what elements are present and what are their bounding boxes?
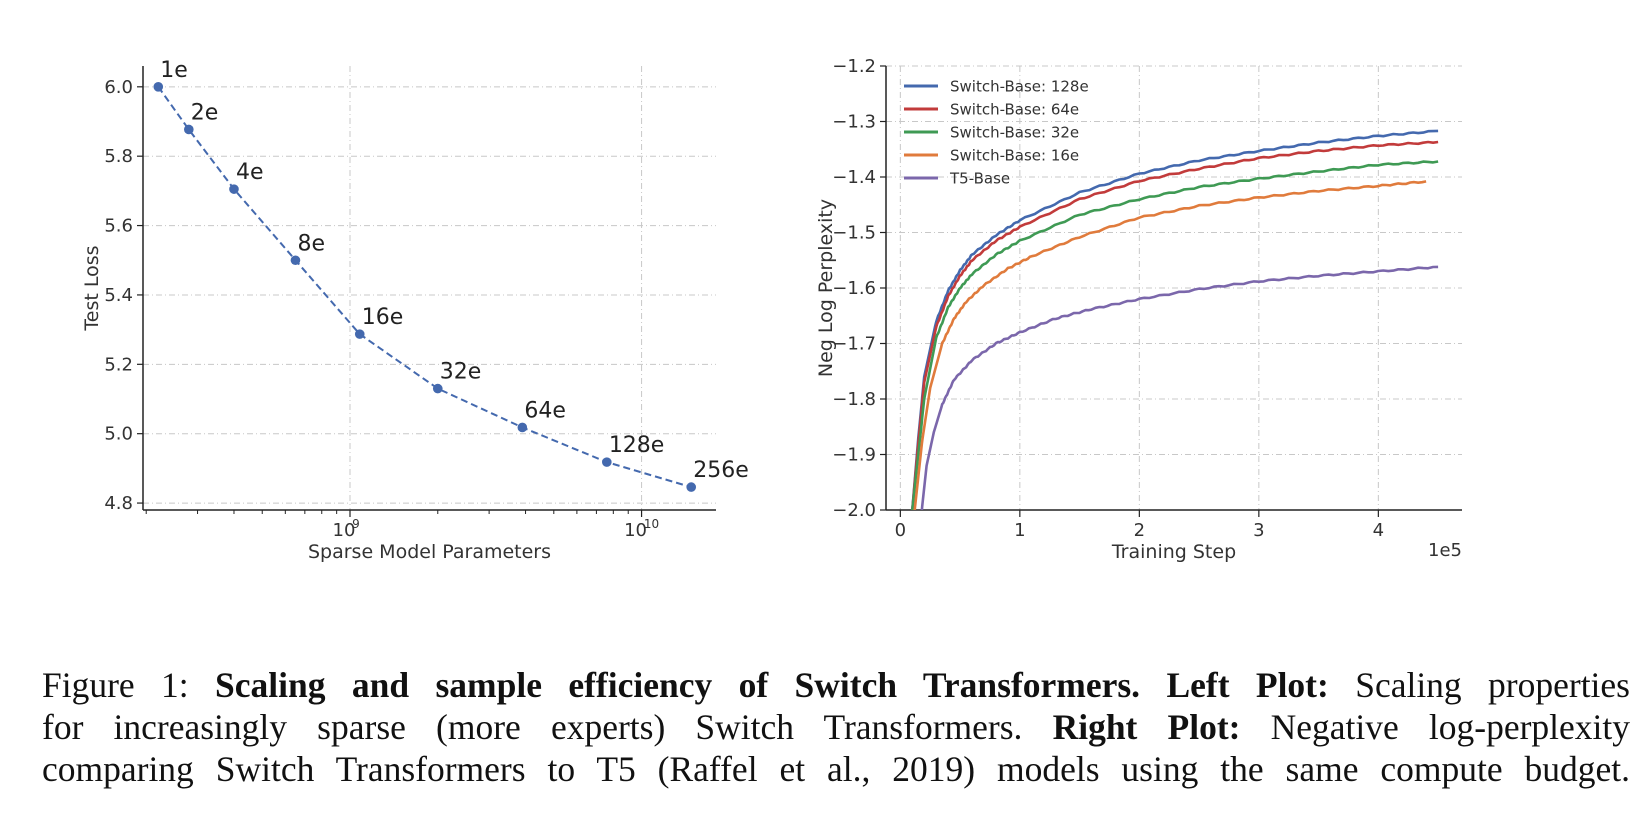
data-point [184,124,194,135]
caption-text: for increasingly sparse (more experts) S… [42,707,1053,747]
x-tick-label: 2 [1134,520,1145,541]
x-tick-label: 10 [624,520,647,541]
series-line [157,86,692,489]
caption-left-plot-label: Left Plot: [1166,665,1329,705]
legend-label: Switch-Base: 128e [950,78,1089,96]
data-label: 2e [191,100,219,125]
legend-label: Switch-Base: 64e [950,101,1079,119]
legend-label: T5-Base [949,170,1010,188]
series-group [910,129,1439,510]
data-label: 16e [362,305,404,330]
data-label: 64e [524,398,566,423]
data-label: 1e [160,58,188,83]
data-label: 32e [440,360,482,385]
x-tick-exponent: 9 [352,517,360,531]
series-line [910,160,1439,510]
data-point [290,255,301,266]
caption-text: Negative log-perplexity [1240,707,1631,747]
y-tick-label: −1.4 [832,167,876,188]
x-tick-label: 1 [1014,520,1025,541]
x-tick-label: 0 [895,520,906,541]
x-axis-label: Sparse Model Parameters [308,541,551,563]
series-line [913,180,1427,510]
legend: Switch-Base: 128e Switch-Base: 64e Switch-… [904,78,1089,188]
y-axis-label: Test Loss [81,245,103,331]
y-tick-label: −1.9 [832,445,876,466]
x-tick-exponent: 10 [644,517,659,531]
y-tick-label: 4.8 [104,493,133,514]
x-tick-label: 4 [1373,520,1384,541]
right-chart-perplexity: −1.2 −1.3 −1.4 −1.5 −1.6 −1.7 −1.8 −1.9 −2.0 0 1 2 3… [815,56,1462,563]
series-line [910,140,1439,510]
y-tick-label: 5.2 [104,354,133,375]
y-tick-label: −1.6 [832,278,876,299]
y-tick-label: −1.5 [832,223,876,244]
data-point [517,422,528,433]
y-tick-label: −1.3 [832,112,876,133]
y-axis-label: Neg Log Perplexity [815,199,837,377]
legend-label: Switch-Base: 32e [950,124,1079,142]
data-label: 256e [693,458,749,483]
data-label: 4e [236,160,264,185]
caption-figure-label: Figure 1: [42,665,216,705]
figure-caption: Figure 1: Scaling and sample efficiency … [42,664,1630,790]
x-tick-label: 10 [333,520,356,541]
y-tick-label: −2.0 [832,500,876,521]
y-tick-label: 6.0 [104,77,133,98]
data-label: 8e [297,231,325,256]
legend-label: Switch-Base: 16e [950,147,1079,165]
data-point [153,82,164,92]
data-point [354,329,365,339]
data-point [686,482,697,492]
y-tick-label: 5.6 [104,216,133,237]
caption-text: Scaling properties [1328,665,1630,705]
data-point [602,457,612,467]
y-tick-label: 5.0 [104,424,133,445]
x-offset-label: 1e5 [1428,540,1462,561]
caption-line-3: comparing Switch Transformers to T5 (Raf… [42,749,1630,789]
caption-line-2: for increasingly sparse (more experts) S… [42,706,1630,748]
x-tick-label: 3 [1253,520,1264,541]
caption-title: Scaling and sample efficiency of Switch … [215,665,1141,705]
caption-line-1: Figure 1: Scaling and sample efficiency … [42,664,1630,706]
y-tick-label: −1.8 [832,389,876,410]
y-tick-label: 5.4 [104,285,133,306]
series-line [920,265,1439,510]
data-point [432,383,443,394]
y-tick-label: −1.7 [832,334,876,355]
data-label: 128e [609,433,665,458]
y-tick-label: 5.8 [104,146,133,167]
y-tick-label: −1.2 [832,56,876,77]
caption-right-plot-label: Right Plot: [1052,707,1241,747]
x-axis-label: Training Step [1111,541,1236,563]
data-point [229,184,239,194]
